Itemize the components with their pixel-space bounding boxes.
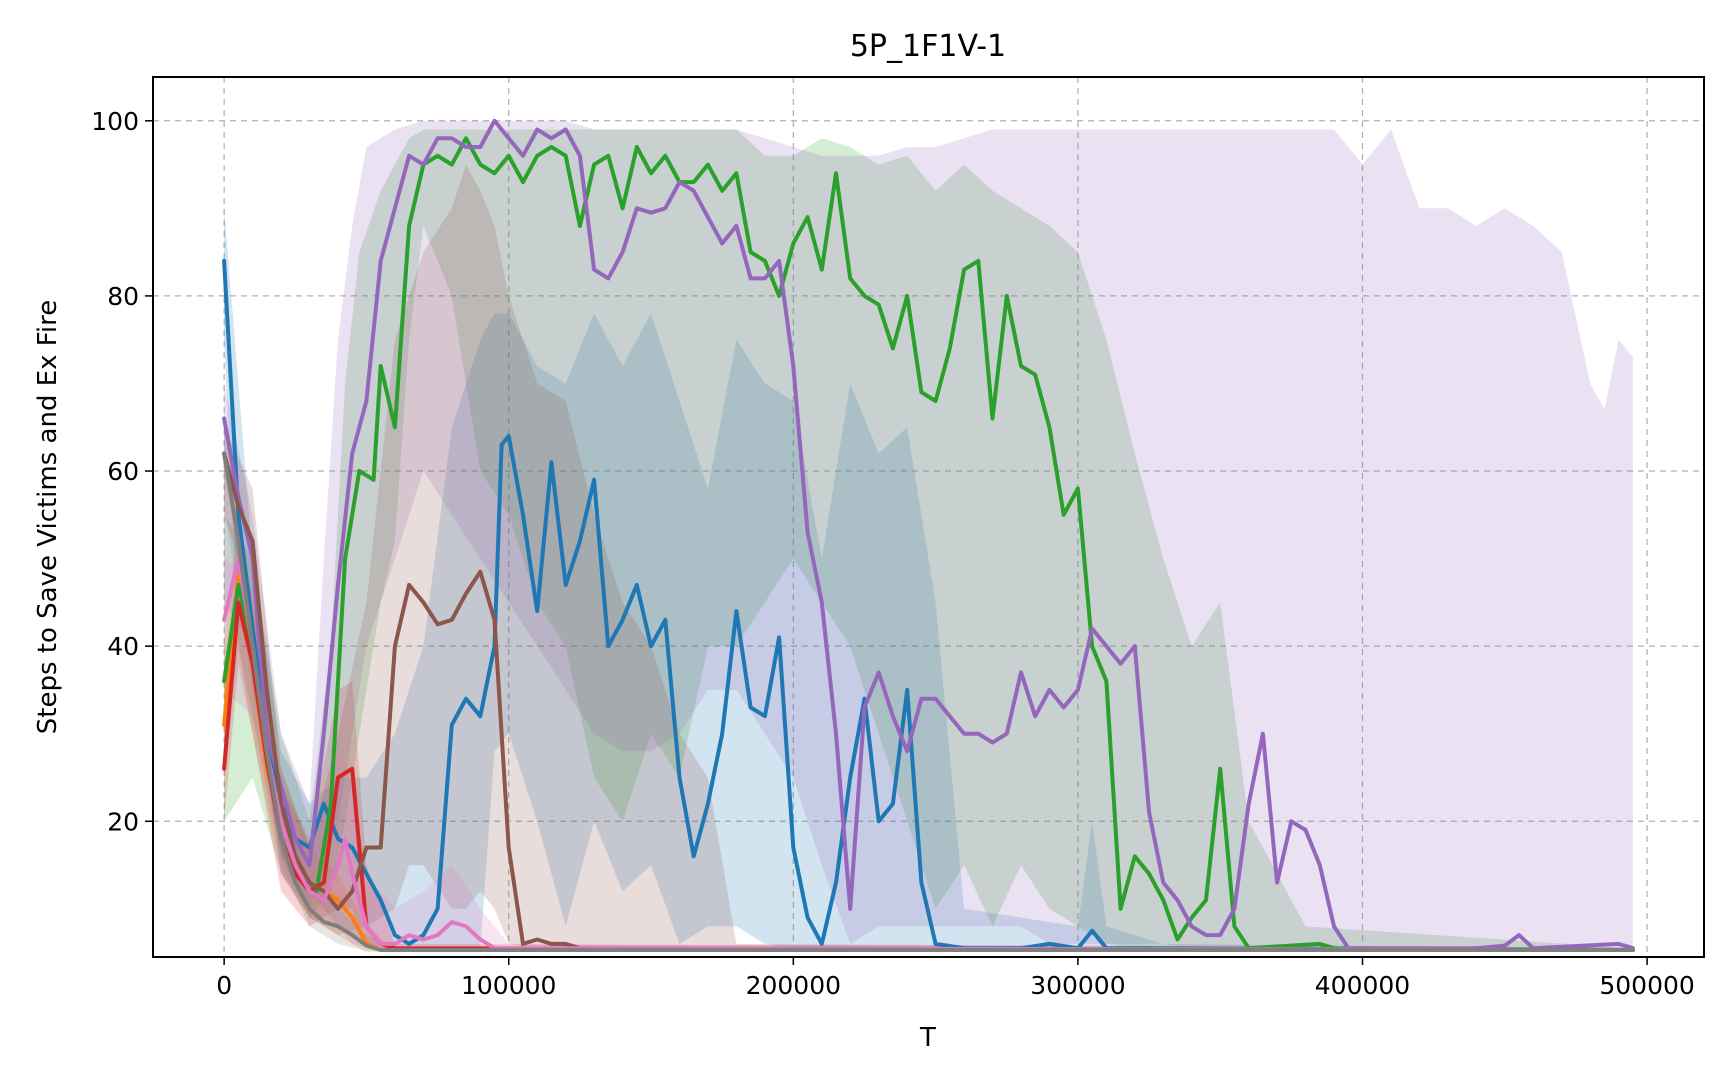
series-3-line xyxy=(222,136,1635,952)
series-6-line xyxy=(222,451,1635,952)
x-tick-label: 300000 xyxy=(1030,971,1125,1000)
confidence-bands xyxy=(224,120,1633,953)
y-tick-label: 80 xyxy=(107,282,139,311)
series-6-band xyxy=(224,164,1633,951)
x-axis-label: T xyxy=(919,1023,936,1053)
y-tick-label: 100 xyxy=(91,107,139,136)
x-tick-label: 200000 xyxy=(746,971,841,1000)
y-tick-label: 40 xyxy=(107,632,139,661)
plot-frame xyxy=(152,76,1705,958)
x-tick-label: 500000 xyxy=(1599,971,1694,1000)
grid-layer xyxy=(153,77,1704,957)
x-axis-ticks: 0 100000 200000 300000 400000 500000 xyxy=(216,957,1695,1000)
y-tick-label: 20 xyxy=(107,807,139,836)
y-axis-label: Steps to Save Victims and Ex Fire xyxy=(33,300,63,734)
series-1-line xyxy=(222,258,1635,952)
y-axis-ticks: 20 40 60 80 100 xyxy=(91,107,153,836)
x-tick-label: 400000 xyxy=(1315,971,1410,1000)
series-8-line xyxy=(222,451,1635,952)
series-1-band xyxy=(224,208,1633,951)
series-5-line xyxy=(222,118,1635,951)
x-tick-label: 0 xyxy=(216,971,232,1000)
chart-title: 5P_1F1V-1 xyxy=(850,29,1006,64)
x-tick-label: 100000 xyxy=(461,971,556,1000)
series-5-band xyxy=(224,120,1633,949)
y-tick-label: 60 xyxy=(107,457,139,486)
series-3-band xyxy=(224,129,1633,951)
series-lines xyxy=(222,118,1635,952)
